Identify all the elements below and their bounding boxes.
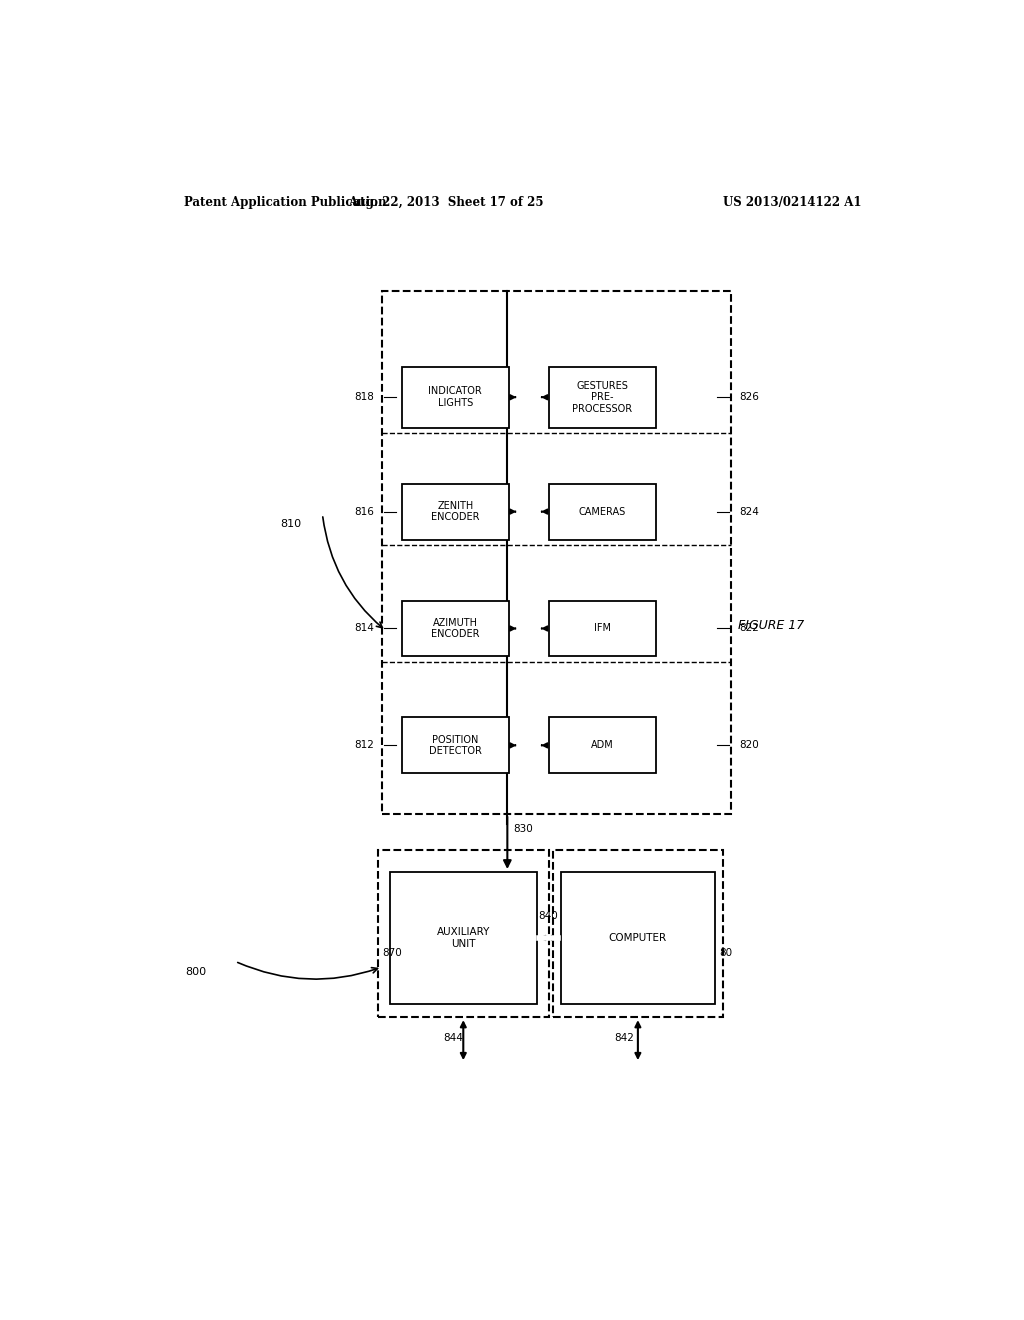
Bar <box>549 718 655 774</box>
Bar <box>382 290 731 814</box>
Text: ADM: ADM <box>591 741 613 750</box>
Text: POSITION
DETECTOR: POSITION DETECTOR <box>429 734 482 756</box>
Text: 818: 818 <box>354 392 374 403</box>
Text: US 2013/0214122 A1: US 2013/0214122 A1 <box>723 195 862 209</box>
Text: 830: 830 <box>514 824 534 834</box>
Text: ZENITH
ENCODER: ZENITH ENCODER <box>431 500 479 523</box>
Text: IFM: IFM <box>594 623 610 634</box>
Text: 80: 80 <box>719 948 732 958</box>
Text: 842: 842 <box>614 1032 634 1043</box>
Bar <box>401 601 509 656</box>
Text: 822: 822 <box>739 623 759 634</box>
Text: 826: 826 <box>739 392 759 403</box>
Bar <box>560 873 715 1005</box>
Text: Patent Application Publication: Patent Application Publication <box>183 195 386 209</box>
Bar <box>553 850 723 1018</box>
Bar <box>401 483 509 540</box>
Text: 844: 844 <box>443 1032 463 1043</box>
Text: Aug. 22, 2013  Sheet 17 of 25: Aug. 22, 2013 Sheet 17 of 25 <box>348 195 543 209</box>
Text: 810: 810 <box>281 519 301 529</box>
Bar <box>549 601 655 656</box>
Text: AZIMUTH
ENCODER: AZIMUTH ENCODER <box>431 618 479 639</box>
Text: 800: 800 <box>185 966 206 977</box>
Text: 820: 820 <box>739 741 759 750</box>
Text: 816: 816 <box>354 507 374 516</box>
Text: 812: 812 <box>354 741 374 750</box>
Text: 870: 870 <box>383 948 402 958</box>
Bar <box>549 367 655 428</box>
Text: 824: 824 <box>739 507 759 516</box>
Text: CAMERAS: CAMERAS <box>579 507 626 516</box>
Text: 814: 814 <box>354 623 374 634</box>
Text: 840: 840 <box>539 911 558 921</box>
Text: COMPUTER: COMPUTER <box>609 933 667 942</box>
Text: INDICATOR
LIGHTS: INDICATOR LIGHTS <box>428 387 482 408</box>
Bar <box>549 483 655 540</box>
Bar <box>401 367 509 428</box>
Text: FIGURE 17: FIGURE 17 <box>737 619 804 632</box>
Bar <box>390 873 537 1005</box>
Text: GESTURES
PRE-
PROCESSOR: GESTURES PRE- PROCESSOR <box>572 380 632 414</box>
Bar <box>401 718 509 774</box>
Bar <box>378 850 549 1018</box>
Text: AUXILIARY
UNIT: AUXILIARY UNIT <box>436 927 489 949</box>
